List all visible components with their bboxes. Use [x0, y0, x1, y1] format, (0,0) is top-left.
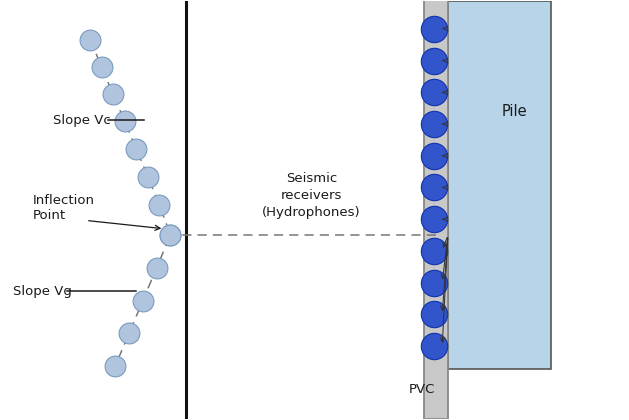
- Text: Pile: Pile: [502, 105, 528, 119]
- Bar: [424, 0, 448, 419]
- Text: Slope Vc: Slope Vc: [53, 114, 111, 127]
- Bar: [448, 1, 551, 368]
- Text: Seismic
receivers
(Hydrophones): Seismic receivers (Hydrophones): [262, 172, 360, 219]
- Text: Slope Vg: Slope Vg: [13, 285, 72, 298]
- Text: Inflection
Point: Inflection Point: [33, 194, 95, 222]
- Text: PVC: PVC: [409, 383, 435, 396]
